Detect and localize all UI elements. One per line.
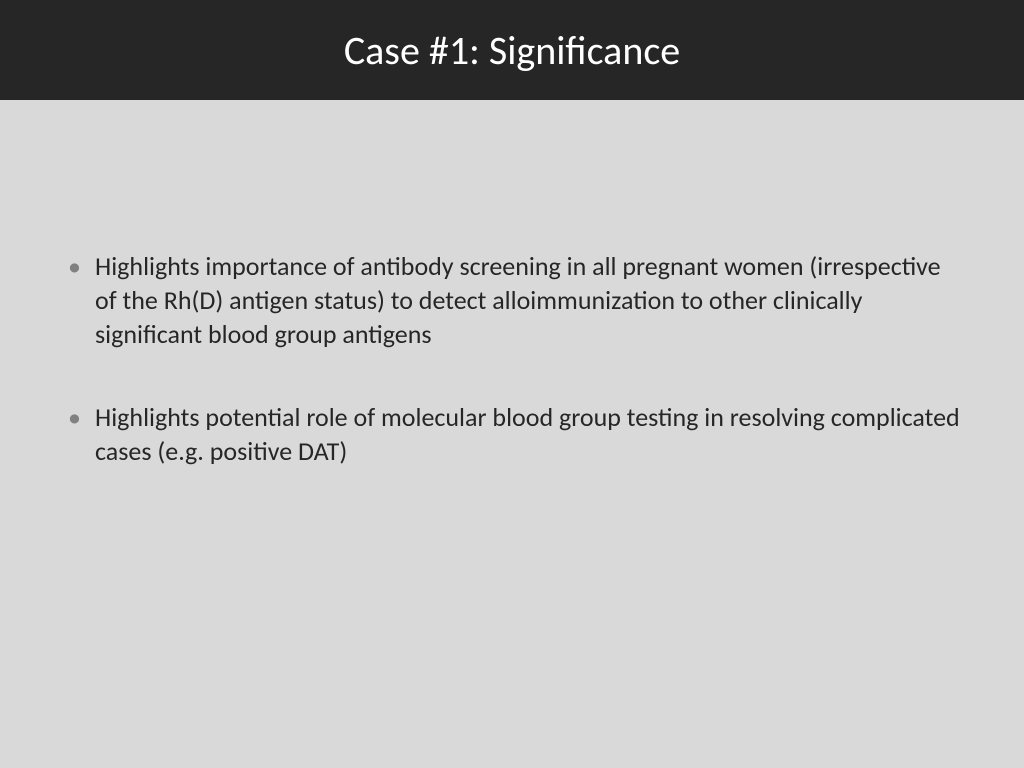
- bullet-item: Highlights importance of antibody screen…: [60, 250, 964, 351]
- slide-content: Highlights importance of antibody screen…: [0, 100, 1024, 469]
- bullet-list: Highlights importance of antibody screen…: [60, 250, 964, 469]
- slide-header: Case #1: Significance: [0, 0, 1024, 100]
- bullet-item: Highlights potential role of molecular b…: [60, 401, 964, 469]
- slide-title: Case #1: Significance: [344, 26, 680, 75]
